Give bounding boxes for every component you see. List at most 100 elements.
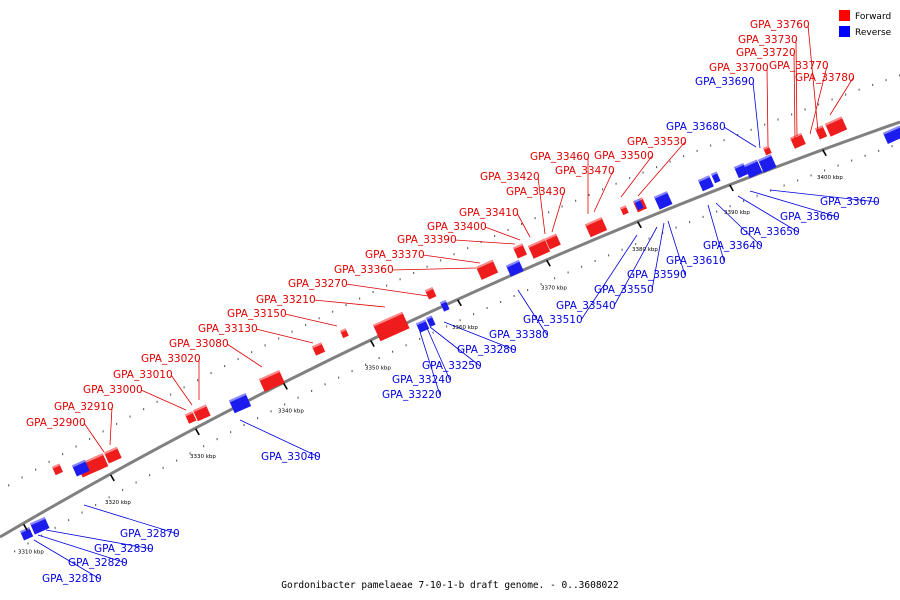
label-leader: [516, 212, 531, 238]
label-leader: [422, 254, 481, 264]
gene-label: GPA_32900: [26, 417, 86, 429]
minor-tick: [473, 313, 475, 316]
label-leader: [637, 141, 686, 197]
gene-label: GPA_33420: [480, 171, 540, 183]
minor-tick: [224, 365, 226, 368]
gene-label: GPA_33270: [288, 278, 348, 290]
label-leader: [255, 328, 314, 344]
label-leader: [419, 331, 441, 396]
label-leader: [667, 220, 686, 276]
forward-gene-glyph: [763, 145, 772, 156]
scale-tick-label: 3330 kbp: [190, 454, 216, 460]
minor-tick: [750, 128, 752, 131]
minor-tick: [891, 145, 893, 148]
major-tick: [636, 221, 642, 229]
minor-tick: [743, 199, 745, 202]
gene-label: GPA_33010: [113, 369, 173, 381]
scale-tick-labels: 3310 kbp 3320 kbp 3330 kbp 3340 kbp 3350 kbp…: [18, 149, 843, 555]
minor-tick: [399, 278, 401, 281]
gene-label: GPA_32820: [68, 557, 128, 569]
minor-tick: [872, 83, 874, 86]
minor-tick: [459, 319, 461, 322]
minor-tick: [365, 363, 367, 366]
scale-tick-label: 3350 kbp: [365, 366, 391, 372]
minor-tick: [453, 253, 455, 256]
forward-gene-glyph: [790, 132, 806, 149]
reverse-gene-glyph: [71, 459, 90, 477]
minor-tick: [588, 194, 590, 197]
reverse-gene-glyph: [425, 315, 436, 328]
gene-label: GPA_33360: [334, 264, 394, 276]
minor-tick: [170, 393, 172, 396]
minor-tick: [311, 389, 313, 392]
reverse-gene-glyph: [697, 175, 714, 192]
reverse-gene-glyph: [734, 163, 749, 179]
major-tick: [283, 382, 288, 390]
minor-tick: [432, 331, 434, 334]
minor-tick: [345, 304, 347, 307]
reverse-gene-glyph: [654, 191, 673, 210]
reverse-gene-glyph: [229, 393, 252, 414]
minor-tick: [149, 474, 151, 477]
minor-tick: [764, 123, 766, 126]
forward-gene-glyph: [528, 238, 551, 259]
reverse-gene-glyph: [744, 159, 763, 179]
gene-label: GPA_33380: [489, 329, 549, 341]
minor-tick: [297, 396, 299, 399]
label-leader: [45, 529, 153, 550]
label-leader: [769, 189, 879, 203]
minor-tick: [89, 437, 91, 440]
minor-tick: [831, 98, 833, 101]
reverse-gene-glyph: [506, 259, 524, 277]
label-leader-lines: [33, 24, 879, 580]
minor-tick: [689, 221, 691, 224]
label-leader: [793, 52, 796, 140]
minor-tick: [386, 284, 388, 287]
forward-gene-glyph: [103, 446, 122, 464]
minor-tick: [21, 476, 23, 479]
minor-tick: [837, 164, 839, 167]
minor-tick: [197, 379, 199, 382]
minor-tick: [656, 166, 658, 169]
minor-tick: [675, 226, 677, 229]
label-leader: [429, 326, 481, 367]
label-leader: [737, 195, 799, 233]
gene-label: GPA_33250: [422, 360, 482, 372]
minor-tick: [8, 484, 10, 487]
minor-tick: [548, 211, 550, 214]
minor-tick: [372, 291, 374, 294]
major-tick: [194, 428, 200, 436]
forward-gene-glyph: [424, 287, 437, 300]
forward-gene-glyph: [184, 411, 197, 424]
minor-tick: [162, 466, 164, 469]
major-tick: [822, 149, 827, 157]
minor-tick: [818, 103, 820, 106]
label-leader: [766, 67, 769, 147]
gene-label: GPA_32910: [54, 401, 114, 413]
forward-gene-glyph: [814, 125, 828, 140]
scale-tick-label: 3360 kbp: [452, 325, 478, 331]
label-leader: [284, 313, 338, 327]
genome-caption: Gordonibacter pamelaeae 7-10-1-b draft g…: [281, 580, 618, 591]
gene-label: GPA_33020: [141, 353, 201, 365]
minor-tick: [581, 265, 583, 268]
minor-tick: [392, 350, 394, 353]
minor-tick: [378, 357, 380, 360]
minor-tick: [81, 511, 83, 514]
minor-tick: [75, 445, 77, 448]
minor-tick: [561, 205, 563, 208]
minor-tick: [810, 174, 812, 177]
minor-tick: [642, 171, 644, 174]
label-leader: [749, 190, 839, 218]
forward-gene-glyph: [51, 463, 63, 476]
reverse-gene-glyph: [757, 154, 777, 173]
minor-tick: [878, 149, 880, 152]
legend-forward-swatch: [839, 10, 850, 21]
major-tick: [23, 523, 28, 531]
forward-gene-glyph: [824, 116, 848, 137]
gene-label: GPA_33390: [397, 234, 457, 246]
minor-tick: [305, 323, 307, 326]
scale-tick-label: 3380 kbp: [632, 247, 658, 253]
reverse-gene-glyph: [29, 516, 50, 535]
